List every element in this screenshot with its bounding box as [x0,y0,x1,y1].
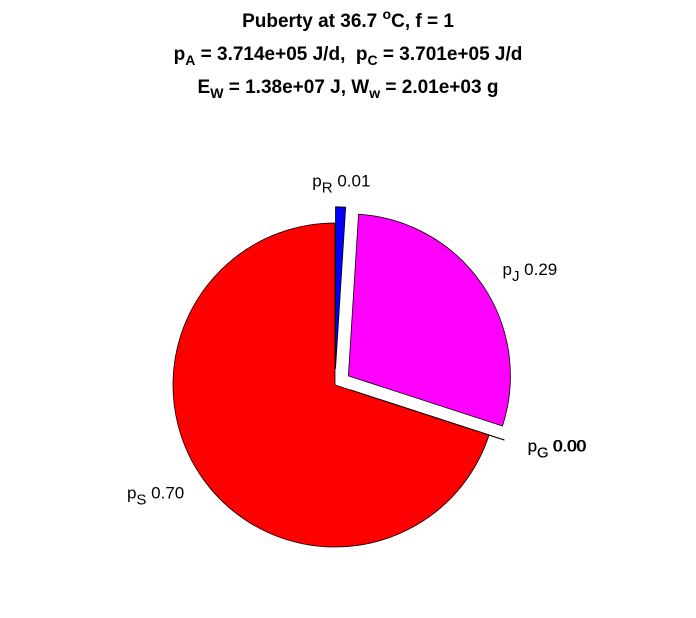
value-label: 0.00 [553,437,586,456]
text-part: Puberty at 36.7 [242,11,382,32]
chart-title: pA​ = 3.714e+05 J/d, pC​ = 3.701e+05 J/d [174,44,523,68]
pie-slice [172,222,490,548]
subscript: C [368,52,378,68]
text-part: = 3.714e+05 J/d, p [195,44,367,65]
pie-slice [335,206,347,369]
subscript: A [185,52,195,68]
chart-title: EW​ = 1.38e+07 J, Ww​ = 2.01e+03 g [198,77,499,101]
pie-slice [347,213,511,427]
text-part: = 1.38e+07 J, W [223,77,369,98]
value-label: 0.70 [151,484,184,503]
value-label: 0.29 [524,261,557,280]
text-part: E [198,77,211,98]
text-part: = 2.01e+03 g [380,77,498,98]
label-symbol: p [502,261,511,280]
label-sub: G [537,445,549,462]
superscript: o [383,6,392,22]
text-part: p [174,44,186,65]
label-sub: S [136,491,146,508]
label-symbol: p [528,437,537,456]
label-symbol: p [528,437,537,456]
value-label: 0.00 [553,437,586,456]
slice-label: pS 0.70 [127,484,184,508]
chart-title: Puberty at 36.7 o​C, f = 1 [242,6,454,32]
slice-label: pJ 0.29 [502,261,557,285]
label-symbol: p [312,172,321,191]
label-sub: C [537,445,548,462]
slice-label: pR 0.01 [312,172,370,196]
slice-label: pC 0.00 [528,437,586,461]
text-part: = 3.701e+05 J/d [378,44,523,65]
label-sub: J [512,268,520,285]
label-sub: R [322,180,333,197]
text-part: C, f = 1 [391,11,454,32]
subscript: w [368,85,380,101]
subscript: W [210,85,224,101]
slice-label: pG 0.00 [528,437,587,461]
value-label: 0.01 [337,172,370,191]
label-symbol: p [127,484,136,503]
